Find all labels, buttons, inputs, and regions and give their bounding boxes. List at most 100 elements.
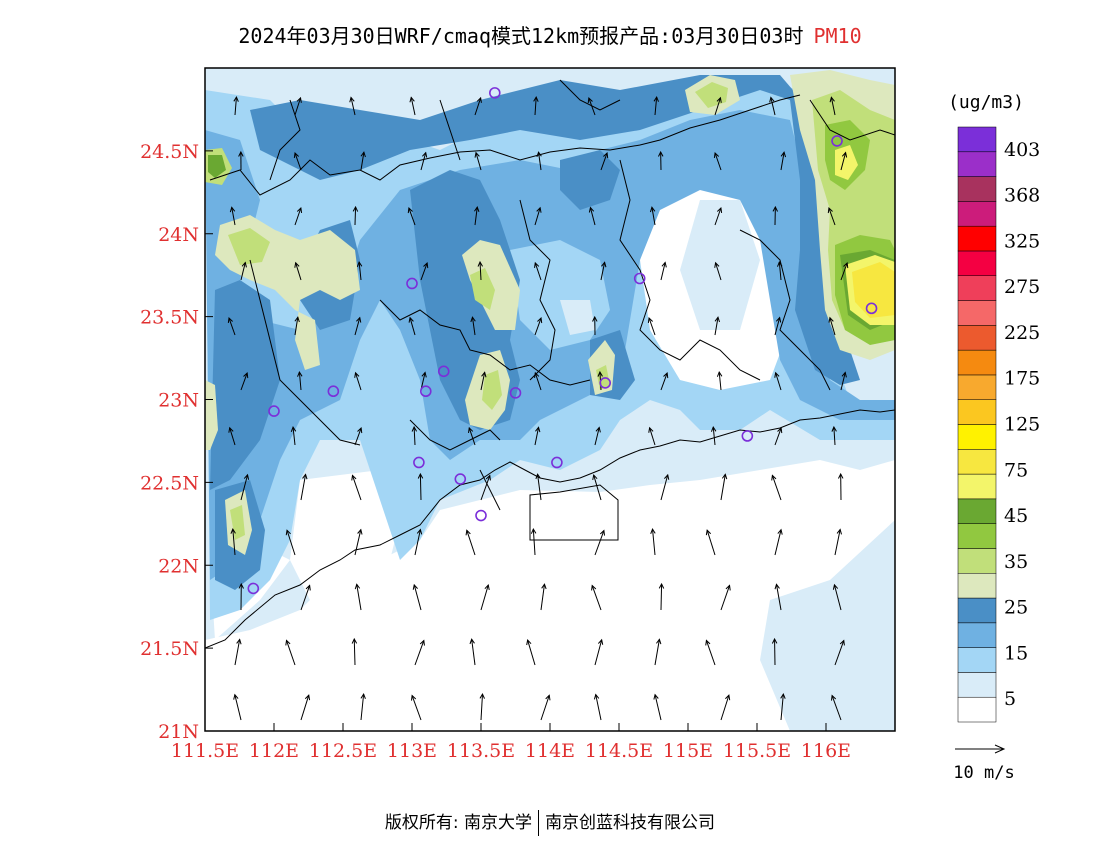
colorbar-swatch	[957, 597, 997, 624]
colorbar-swatch	[957, 573, 997, 599]
lon-tick-label: 113E	[387, 740, 437, 762]
wind-arrowhead-icon	[305, 584, 311, 591]
wind-arrowhead-icon	[468, 426, 474, 433]
wind-arrowhead-icon	[710, 425, 717, 432]
wind-arrow-icon	[534, 207, 541, 226]
wind-arrowhead-icon	[357, 427, 363, 434]
wind-arrowhead-icon	[597, 370, 603, 377]
colorbar-label: 35	[1004, 551, 1028, 573]
wind-arrow-icon	[537, 474, 542, 501]
wind-arrowhead-icon	[536, 151, 542, 158]
wind-arrow-icon	[540, 695, 550, 721]
wind-arrow-icon	[414, 640, 425, 666]
colorbar-swatch	[957, 250, 997, 276]
wind-arrow-icon	[534, 317, 542, 336]
wind-arrow-icon	[480, 584, 489, 611]
wind-arrow-icon	[474, 207, 478, 226]
wind-arrow-icon	[833, 427, 836, 446]
wind-arrowhead-icon	[290, 426, 297, 432]
colorbar-swatch	[957, 225, 997, 252]
wind-arrow-icon	[594, 530, 605, 556]
wind-arrowhead-icon	[535, 473, 541, 480]
station-marker-icon	[831, 135, 843, 147]
wind-arrow-icon	[232, 529, 236, 556]
wind-arrowhead-icon	[725, 584, 731, 591]
wind-arrowhead-icon	[477, 260, 483, 267]
wind-arrowhead-icon	[412, 583, 418, 590]
wind-arrow-icon	[660, 262, 666, 281]
wind-arrow-icon	[706, 530, 716, 556]
wind-arrow-icon	[828, 207, 836, 226]
wind-arrow-icon	[408, 207, 416, 226]
wind-arrowhead-icon	[243, 372, 249, 379]
station-marker-icon	[406, 277, 418, 290]
lon-tick-label: 116E	[801, 740, 851, 762]
wind-arrowhead-icon	[536, 206, 542, 213]
wind-arrow-icon	[538, 152, 542, 171]
wind-arrowhead-icon	[227, 316, 233, 324]
legend-unit: (ug/m3)	[948, 92, 1024, 113]
wind-arrowhead-icon	[349, 96, 355, 103]
wind-arrowhead-icon	[716, 370, 723, 377]
wind-arrowhead-icon	[780, 151, 787, 158]
wind-arrowhead-icon	[653, 95, 659, 102]
wind-arrow-icon	[780, 152, 785, 171]
longitude-axis: 111.5E 112E 112.5E 113E 113.5E 114E 114.5E 115E…	[171, 723, 851, 762]
colorbar-swatch	[957, 325, 997, 351]
wind-arrowhead-icon	[705, 529, 712, 536]
wind-arrowhead-icon	[416, 528, 423, 535]
wind-arrow-icon	[294, 97, 302, 116]
wind-arrow-icon	[714, 152, 722, 171]
wind-arrow-icon	[295, 262, 302, 281]
wind-arrow-icon	[292, 427, 296, 446]
wind-arrowhead-icon	[714, 316, 720, 323]
wind-arrow-icon	[468, 427, 476, 446]
wind-arrowhead-icon	[474, 206, 480, 213]
wind-arrow-icon	[718, 372, 722, 391]
wind-arrow-icon	[413, 584, 422, 611]
wind-arrow-icon	[234, 694, 242, 721]
wind-arrowhead-icon	[238, 582, 244, 589]
company-text: 南京创蓝科技有限公司	[545, 813, 716, 833]
wind-arrowhead-icon	[241, 261, 247, 268]
wind-arrow-icon	[532, 529, 536, 556]
wind-arrowhead-icon	[658, 582, 665, 589]
wind-arrowhead-icon	[228, 426, 234, 433]
pm10-concentration-field	[205, 68, 895, 731]
wind-arrowhead-icon	[233, 693, 239, 700]
wind-arrow-icon	[409, 317, 416, 336]
copyright-text: 版权所有: 南京大学	[384, 813, 533, 833]
colorbar-swatch	[957, 399, 997, 425]
lon-tick-label: 112E	[249, 740, 299, 762]
pollutant-variable: PM10	[813, 24, 862, 48]
wind-arrow-icon	[234, 97, 237, 116]
wind-arrow-icon	[649, 427, 656, 446]
wind-arrow-icon	[720, 585, 731, 611]
wind-arrow-icon	[654, 639, 660, 666]
station-marker-icon	[509, 387, 522, 399]
colorbar-swatch	[957, 126, 997, 153]
colorbar-label: 403	[1004, 139, 1040, 161]
wind-arrowhead-icon	[716, 96, 722, 103]
colorbar-swatch	[957, 176, 997, 202]
wind-arrowhead-icon	[356, 261, 363, 267]
station-marker-icon	[865, 302, 878, 315]
wind-arrowhead-icon	[470, 316, 476, 323]
colorbar-label: 15	[1004, 642, 1028, 664]
wind-arrowhead-icon	[285, 529, 291, 536]
wind-arrow-icon	[480, 372, 486, 391]
wind-arrowhead-icon	[541, 583, 547, 590]
wind-arrow-icon	[594, 639, 603, 666]
lon-tick-label: 112.5E	[309, 740, 377, 762]
wind-arrow-icon	[774, 529, 782, 556]
station-marker-icon	[419, 385, 432, 398]
wind-arrow-icon	[715, 262, 722, 281]
colorbar-label: 275	[1004, 276, 1040, 298]
wind-arrow-icon	[294, 207, 302, 226]
wind-arrow-icon	[600, 262, 606, 281]
wind-arrow-icon	[351, 475, 362, 501]
footer-separator	[538, 810, 540, 836]
wind-arrowhead-icon	[843, 262, 849, 269]
wind-arrowhead-icon	[354, 371, 360, 378]
wind-arrowhead-icon	[587, 97, 593, 104]
